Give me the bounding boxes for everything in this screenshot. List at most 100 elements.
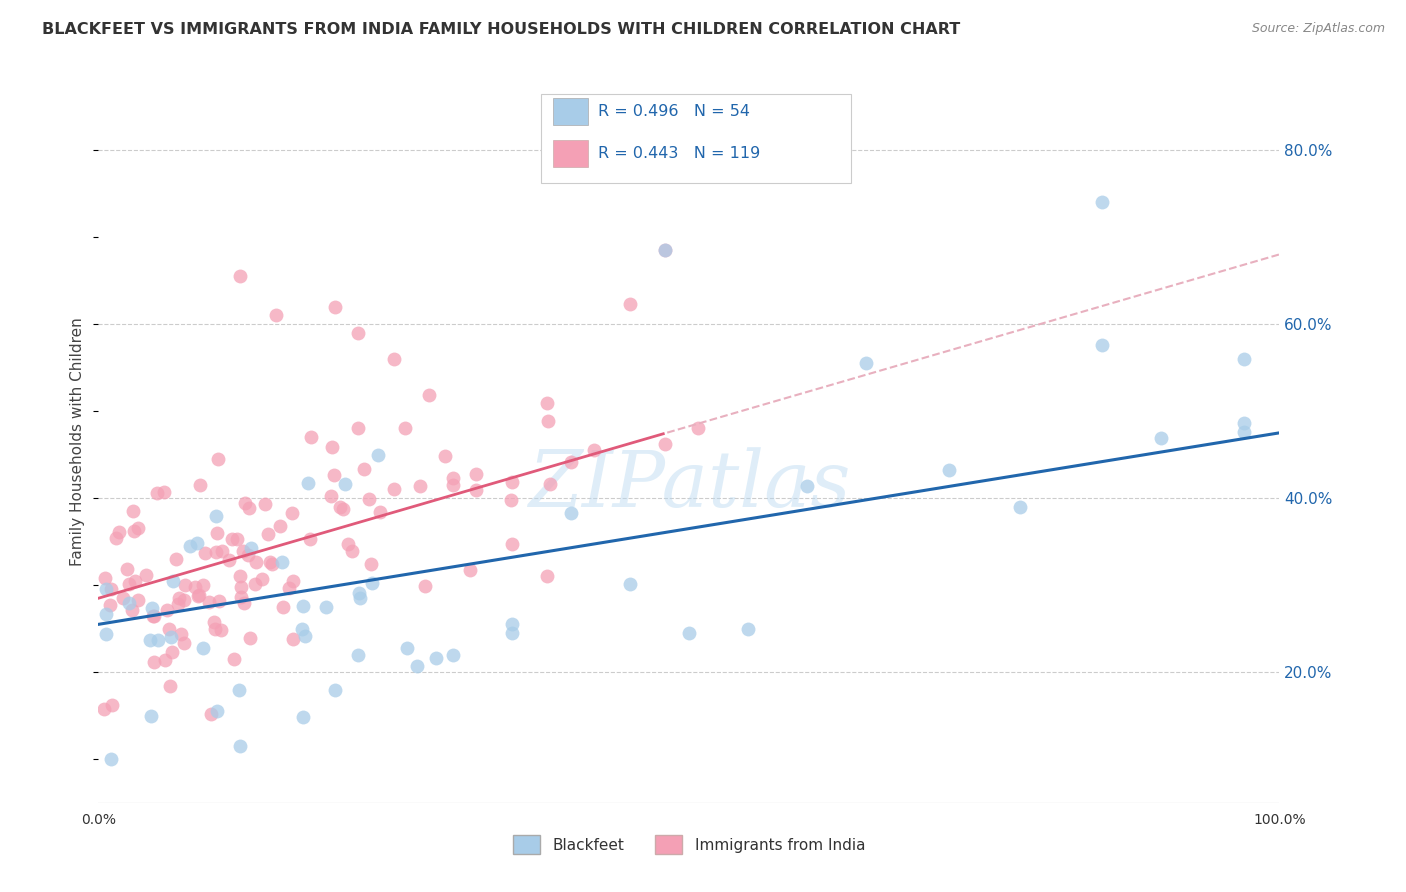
Point xyxy=(425,651,447,665)
Text: ZIPatlas: ZIPatlas xyxy=(527,447,851,523)
Point xyxy=(245,555,267,569)
Point xyxy=(619,297,641,311)
Point xyxy=(194,546,217,560)
Point xyxy=(269,519,291,533)
Point xyxy=(141,709,163,723)
Legend: Blackfeet, Immigrants from India: Blackfeet, Immigrants from India xyxy=(506,830,872,860)
Point xyxy=(127,592,149,607)
Point xyxy=(336,537,359,551)
Point xyxy=(441,648,464,662)
Point xyxy=(211,544,233,558)
Point xyxy=(1008,500,1031,514)
Point xyxy=(501,617,523,632)
Point xyxy=(347,326,370,340)
Point xyxy=(560,455,582,469)
Point xyxy=(1091,338,1114,352)
Point xyxy=(441,478,464,492)
Point xyxy=(127,521,149,535)
Point xyxy=(205,545,228,559)
Point xyxy=(291,623,314,637)
Point xyxy=(121,603,143,617)
Point xyxy=(678,625,700,640)
Point xyxy=(501,475,523,489)
Point xyxy=(347,648,370,662)
Point xyxy=(209,624,232,638)
Point xyxy=(170,627,193,641)
Point xyxy=(360,558,382,572)
Point xyxy=(938,463,960,477)
Point xyxy=(184,580,207,594)
Point xyxy=(160,645,183,659)
Text: R = 0.443   N = 119: R = 0.443 N = 119 xyxy=(598,146,759,161)
Text: R = 0.496   N = 54: R = 0.496 N = 54 xyxy=(598,104,749,119)
Point xyxy=(124,524,146,538)
Point xyxy=(291,599,314,613)
Point xyxy=(229,569,252,583)
Point xyxy=(229,739,252,754)
Point xyxy=(349,591,371,605)
Point xyxy=(688,420,710,434)
Point xyxy=(124,574,146,589)
Point xyxy=(347,421,370,435)
Point xyxy=(796,479,818,493)
Point xyxy=(323,682,346,697)
Point xyxy=(418,388,440,402)
Point xyxy=(143,609,166,624)
Point xyxy=(221,532,243,546)
Point xyxy=(340,543,363,558)
Point xyxy=(222,651,245,665)
Point xyxy=(501,626,523,640)
Point xyxy=(281,574,304,589)
Point xyxy=(319,489,342,503)
Point xyxy=(299,430,322,444)
Point xyxy=(243,576,266,591)
Point xyxy=(332,502,354,516)
Point xyxy=(382,351,405,366)
Point xyxy=(167,598,190,612)
Point xyxy=(396,640,419,655)
Point xyxy=(291,710,314,724)
Point xyxy=(297,475,319,490)
Point xyxy=(202,615,225,629)
Point xyxy=(1233,351,1256,366)
Point xyxy=(173,592,195,607)
Point xyxy=(382,483,405,497)
Point xyxy=(100,582,122,597)
Point xyxy=(186,536,208,550)
Point xyxy=(111,591,134,605)
Point xyxy=(536,569,558,583)
Point xyxy=(108,525,131,540)
Point xyxy=(361,575,384,590)
Point xyxy=(159,679,181,693)
Point xyxy=(165,551,187,566)
Point xyxy=(100,698,122,713)
Point xyxy=(105,531,128,545)
Point xyxy=(100,752,122,766)
Point xyxy=(229,591,252,605)
Point xyxy=(208,594,231,608)
Point xyxy=(1150,430,1173,444)
Point xyxy=(94,582,117,597)
Point xyxy=(1091,195,1114,210)
Point xyxy=(322,467,344,482)
Point xyxy=(281,506,304,520)
Point xyxy=(200,706,222,721)
Point xyxy=(394,421,416,435)
Point xyxy=(218,553,240,567)
Point xyxy=(239,541,262,556)
Point xyxy=(115,562,138,576)
Point xyxy=(153,652,176,666)
Point xyxy=(737,622,759,636)
Point xyxy=(173,635,195,649)
Point xyxy=(460,563,482,577)
Point xyxy=(538,476,561,491)
Text: Source: ZipAtlas.com: Source: ZipAtlas.com xyxy=(1251,22,1385,36)
Point xyxy=(153,485,176,500)
Point xyxy=(233,496,256,510)
Point xyxy=(583,443,606,458)
Point xyxy=(173,578,195,592)
Point xyxy=(368,505,391,519)
Point xyxy=(333,476,356,491)
Point xyxy=(191,640,214,655)
Point xyxy=(654,243,676,257)
